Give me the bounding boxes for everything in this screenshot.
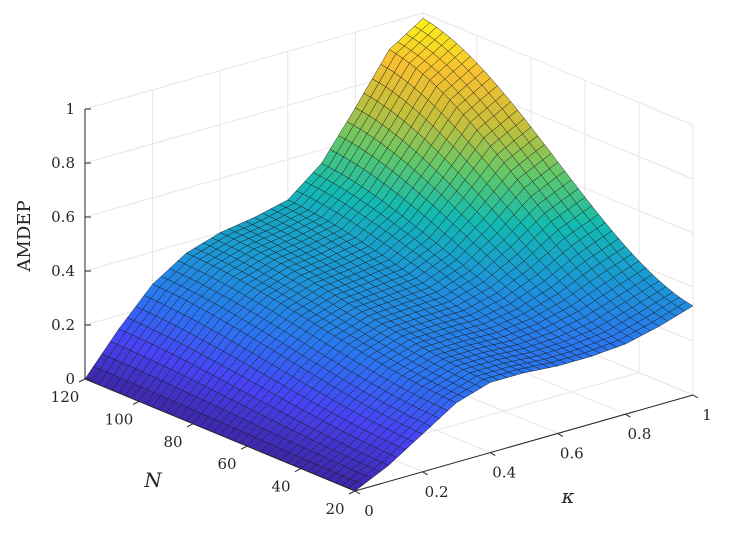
grid-line bbox=[84, 12, 424, 110]
z-tick-label: 0.4 bbox=[51, 262, 75, 280]
grid-line bbox=[84, 66, 424, 164]
kappa-tick bbox=[692, 394, 699, 399]
n-tick bbox=[294, 468, 302, 473]
z-axis-label: AMDEP bbox=[14, 200, 35, 272]
n-tick-label: 20 bbox=[325, 500, 344, 518]
kappa-tick-label: 1 bbox=[702, 406, 712, 424]
z-tick-label: 0 bbox=[65, 370, 75, 388]
kappa-tick bbox=[422, 471, 428, 476]
kappa-tick-labels: 0 0.2 0.4 0.6 0.8 1 bbox=[354, 394, 712, 520]
grid-line bbox=[422, 12, 694, 126]
n-tick-labels: 20 40 60 80 100 120 bbox=[51, 378, 356, 518]
n-tick bbox=[78, 378, 86, 383]
kappa-tick bbox=[557, 432, 564, 437]
surface-mesh bbox=[84, 18, 694, 492]
n-axis-line bbox=[84, 378, 356, 492]
kappa-tick-label: 0.2 bbox=[425, 483, 449, 501]
z-tick-label: 0.6 bbox=[51, 208, 75, 226]
kappa-tick-label: 0.6 bbox=[560, 444, 584, 462]
kappa-tick-label: 0.4 bbox=[492, 464, 516, 482]
axes bbox=[84, 109, 694, 492]
z-tick-label: 0.8 bbox=[51, 154, 75, 172]
kappa-tick-label: 0 bbox=[364, 502, 374, 520]
n-tick-label: 120 bbox=[51, 388, 80, 406]
n-tick-label: 100 bbox=[105, 410, 134, 428]
z-tick-label: 1 bbox=[65, 100, 75, 118]
kappa-tick bbox=[354, 490, 361, 495]
amdep-tick-labels: 0 0.2 0.4 0.6 0.8 1 bbox=[51, 100, 91, 388]
y-axis-label: N bbox=[143, 468, 163, 492]
z-tick-label: 0.2 bbox=[51, 316, 75, 334]
kappa-tick-label: 0.8 bbox=[627, 425, 651, 443]
n-tick-label: 40 bbox=[271, 478, 290, 496]
n-tick bbox=[348, 490, 356, 495]
kappa-tick bbox=[625, 413, 631, 418]
kappa-tick bbox=[489, 452, 496, 457]
n-tick-label: 80 bbox=[163, 433, 182, 451]
kappa-axis-line bbox=[354, 394, 694, 492]
n-tick bbox=[240, 445, 248, 450]
n-tick bbox=[186, 423, 194, 428]
x-axis-label: κ bbox=[560, 484, 574, 508]
n-tick bbox=[132, 400, 140, 405]
surface-patch bbox=[677, 301, 694, 312]
n-tick-label: 60 bbox=[217, 455, 236, 473]
